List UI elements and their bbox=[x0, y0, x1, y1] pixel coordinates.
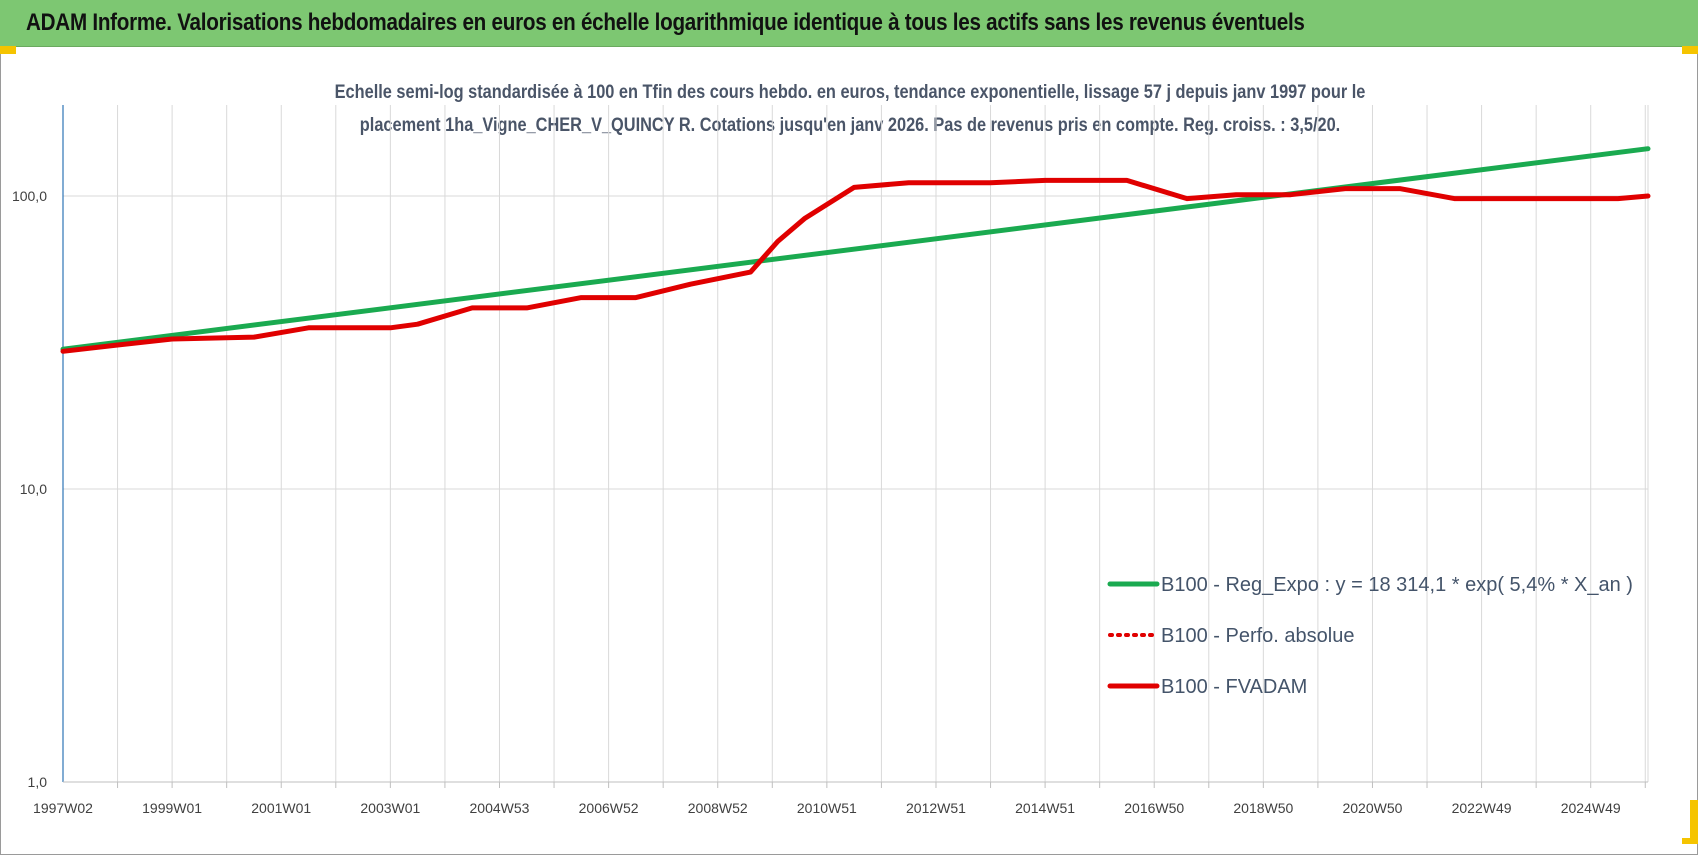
y-tick-label: 100,0 bbox=[12, 188, 47, 204]
series-line-3 bbox=[60, 177, 1651, 354]
y-tick-labels: 1,0 10,0 100,0 bbox=[12, 188, 47, 790]
x-tick-label: 2003W01 bbox=[360, 800, 420, 816]
x-tick-label: 2024W49 bbox=[1561, 800, 1621, 816]
x-tick-labels: 1997W02 1999W01 2001W01 2003W01 2004W53 2006W… bbox=[33, 800, 1621, 816]
legend-label-3: B100 - FVADAM bbox=[1161, 676, 1307, 698]
x-tick-label: 2022W49 bbox=[1452, 800, 1512, 816]
chart-title-line-1: Echelle semi-log standardisée à 100 en T… bbox=[334, 82, 1366, 103]
y-tick-label: 10,0 bbox=[20, 481, 47, 497]
corner-marker-top-right bbox=[1682, 46, 1698, 54]
x-tick-label: 2012W51 bbox=[906, 800, 966, 816]
y-tick-label: 1,0 bbox=[28, 774, 48, 790]
x-tick-label: 2001W01 bbox=[251, 800, 311, 816]
corner-marker-bottom-right-tab bbox=[1682, 838, 1698, 844]
x-tick-label: 2006W52 bbox=[579, 800, 639, 816]
corner-marker-bottom-right bbox=[1690, 800, 1698, 840]
x-tick-label: 2018W50 bbox=[1233, 800, 1293, 816]
x-tick-label: 2008W52 bbox=[688, 800, 748, 816]
chart-title-line-2: placement 1ha_Vigne_CHER_V_QUINCY R. Cot… bbox=[359, 115, 1341, 136]
x-tick-label: 2004W53 bbox=[470, 800, 530, 816]
grid bbox=[63, 105, 1649, 782]
axes bbox=[62, 105, 1648, 788]
series-lines bbox=[60, 146, 1651, 354]
legend: B100 - Reg_Expo : y = 18 314,1 * exp( 5,… bbox=[1107, 574, 1633, 698]
x-tick-label: 2016W50 bbox=[1124, 800, 1184, 816]
x-tick-label: 2010W51 bbox=[797, 800, 857, 816]
chart-title: Echelle semi-log standardisée à 100 en T… bbox=[170, 76, 1530, 142]
legend-label-1: B100 - Reg_Expo : y = 18 314,1 * exp( 5,… bbox=[1161, 574, 1633, 596]
page-title: ADAM Informe. Valorisations hebdomadaire… bbox=[26, 9, 1305, 36]
x-tick-label: 2020W50 bbox=[1342, 800, 1402, 816]
series-line-1 bbox=[60, 146, 1651, 352]
x-tick-label: 2014W51 bbox=[1015, 800, 1075, 816]
x-tick-label: 1997W02 bbox=[33, 800, 93, 816]
legend-label-2: B100 - Perfo. absolue bbox=[1161, 625, 1354, 647]
x-tick-label: 1999W01 bbox=[142, 800, 202, 816]
corner-marker-top-left bbox=[0, 46, 16, 54]
title-banner: ADAM Informe. Valorisations hebdomadaire… bbox=[0, 0, 1698, 47]
